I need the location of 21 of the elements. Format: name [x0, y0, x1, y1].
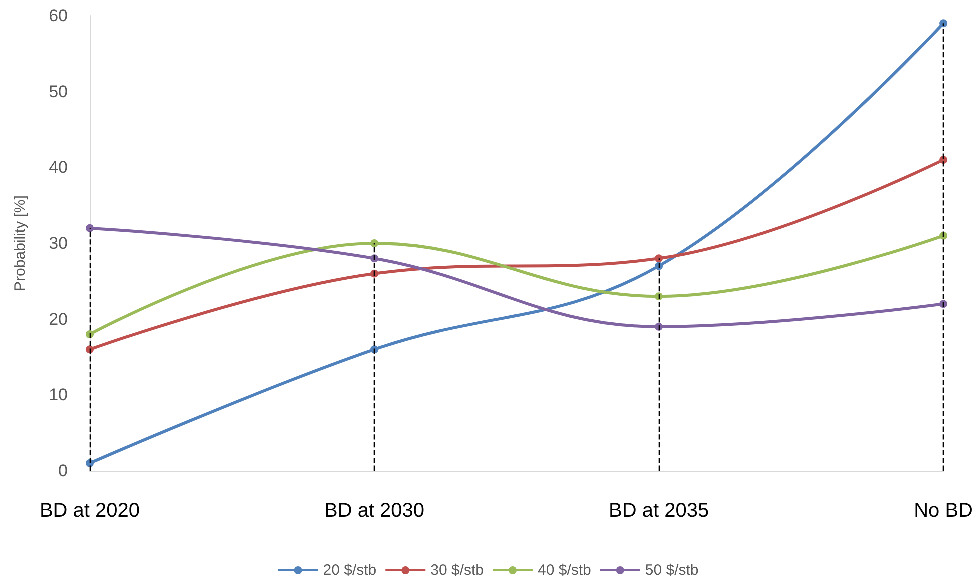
y-tick-label: 40 — [49, 158, 68, 178]
y-tick-label: 20 — [49, 310, 68, 329]
y-tick-label: 30 — [49, 234, 68, 253]
legend-label: 20 $/stb — [323, 562, 377, 579]
point — [655, 254, 664, 263]
x-tick-label: BD at 2030 — [324, 500, 425, 522]
point — [370, 240, 379, 248]
y-tick-label: 0 — [58, 462, 68, 480]
x-tick-label: BD at 2035 — [608, 500, 710, 522]
point — [655, 322, 664, 331]
legend-label: 30 $/stb — [430, 562, 484, 579]
y-axis-title: Probability [%] — [12, 196, 29, 292]
legend-label: 40 $/stb — [538, 562, 592, 579]
point — [86, 224, 94, 232]
legend-label: 50 $/stb — [645, 562, 699, 579]
y-tick-label: 50 — [49, 82, 68, 102]
x-tick-label: No BD — [914, 500, 973, 522]
x-tick-label: BD at 2020 — [40, 500, 140, 522]
point — [940, 20, 948, 28]
y-tick-label: 10 — [49, 386, 68, 405]
y-tick-label: 60 — [49, 6, 68, 26]
